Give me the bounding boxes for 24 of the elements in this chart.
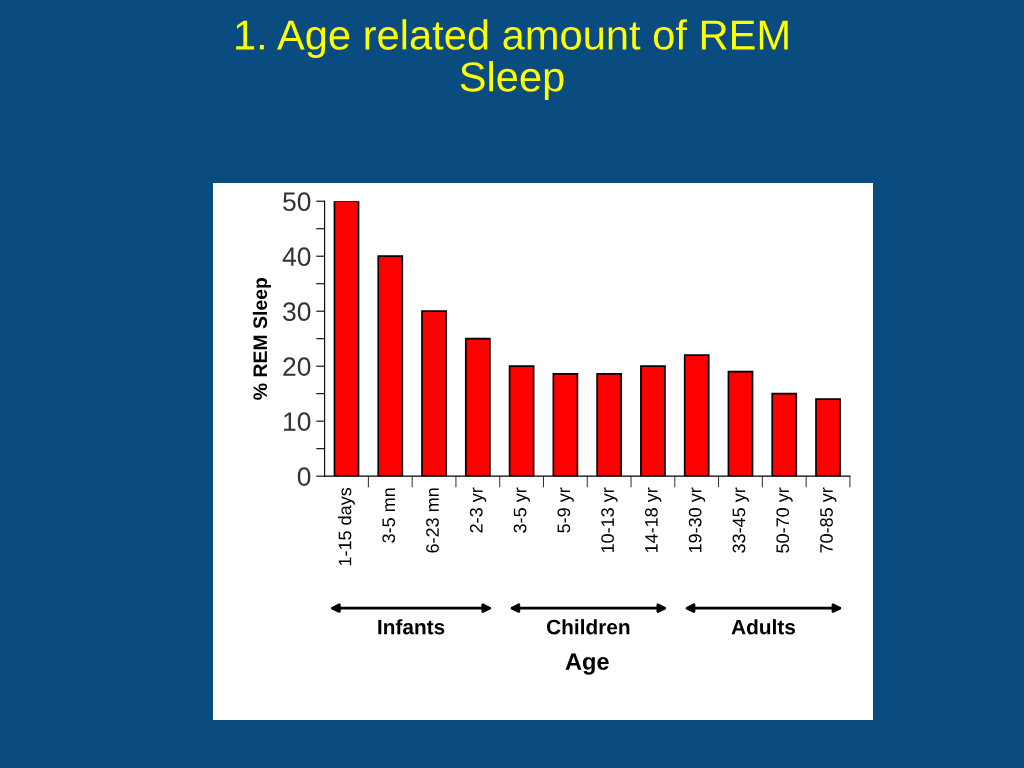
x-tick-label: 19-30 yr (688, 487, 706, 553)
x-tick-label: 10-13 yr (601, 487, 618, 553)
x-tick-label: 6-23 mn (426, 488, 439, 553)
x-tick-label: 3-5 yr (513, 487, 531, 533)
y-tick-label: 50 (283, 192, 311, 212)
y-axis-title: % REM Sleep (252, 277, 271, 400)
y-tick-label: 10 (284, 412, 311, 431)
x-axis-title: Age (565, 653, 609, 675)
text: Children (546, 619, 630, 635)
text: Adults (731, 619, 796, 635)
y-tick-label: 40 (282, 247, 311, 267)
y-tick-label: 20 (283, 357, 311, 376)
x-tick-label: 70-85 yr (820, 487, 837, 553)
x-tick-label: 2-3 yr (469, 487, 487, 533)
x-tick-label: 50-70 yr (776, 487, 793, 553)
chart-title: 1. Age related amount of REM Sleep (236, 19, 788, 100)
y-tick-label: 30 (283, 302, 311, 322)
y-tick-label: 0 (297, 467, 311, 486)
x-tick-label: 33-45 yr (732, 487, 749, 553)
x-tick-label: 14-18 yr (644, 487, 662, 553)
x-tick-label: 3-5 mn (382, 488, 396, 543)
x-tick-label: 1-15 days (338, 487, 355, 566)
text: Infants (378, 619, 445, 635)
x-tick-label: 5-9 yr (557, 487, 574, 533)
